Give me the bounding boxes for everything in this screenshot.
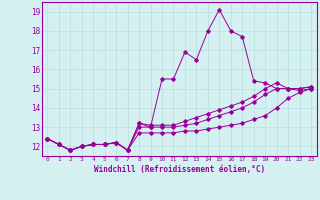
X-axis label: Windchill (Refroidissement éolien,°C): Windchill (Refroidissement éolien,°C) xyxy=(94,165,265,174)
